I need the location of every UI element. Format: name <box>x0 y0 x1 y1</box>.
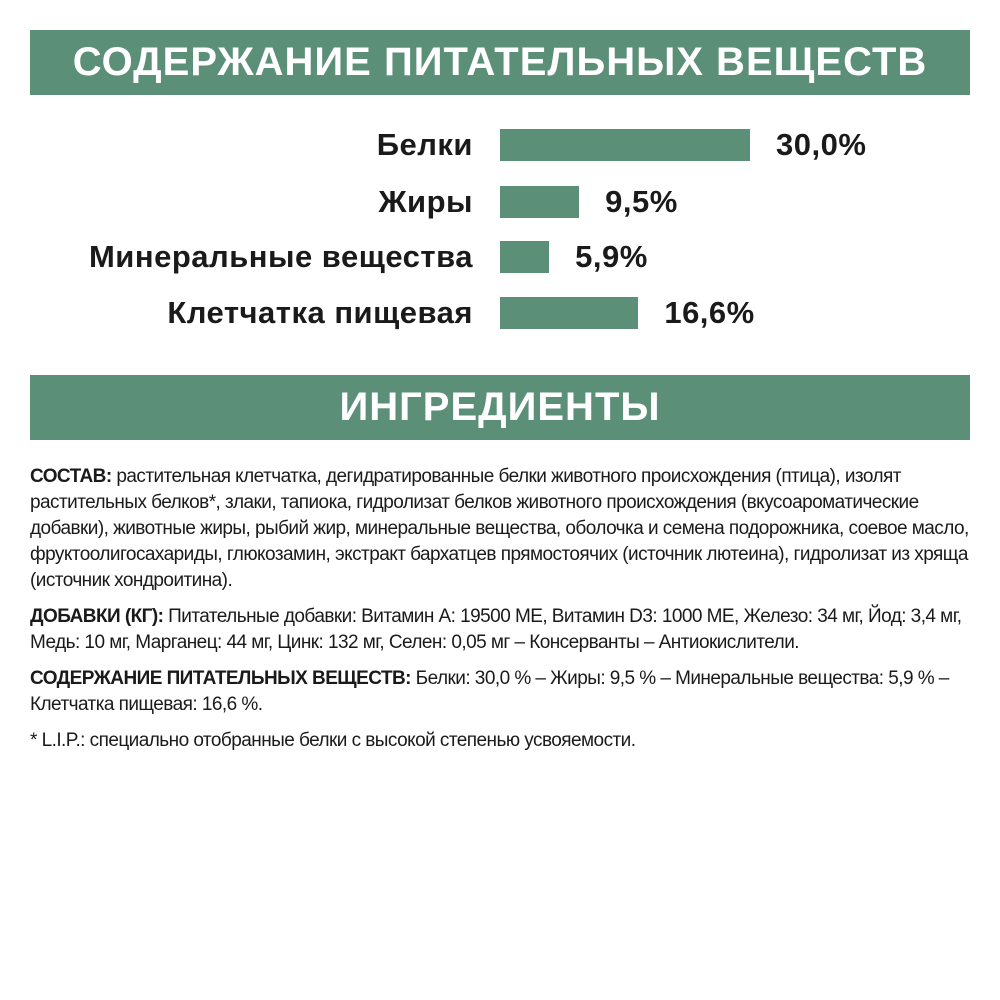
additives-paragraph: ДОБАВКИ (КГ): Питательные добавки: Витам… <box>30 604 975 656</box>
bar <box>500 297 639 329</box>
value-label: 30,0% <box>776 127 867 162</box>
category-label: Минеральные вещества <box>88 239 473 274</box>
ingredients-header: ИНГРЕДИЕНТЫ <box>30 375 970 440</box>
ingredients-text: СОСТАВ: растительная клетчатка, дегидрат… <box>30 464 975 764</box>
category-label: Белки <box>376 127 473 162</box>
category-label: Клетчатка пищевая <box>167 295 473 330</box>
footnote: * L.I.P.: специально отобранные белки с … <box>30 730 636 751</box>
nutrients-text: Белки: 30,0 % – Жиры: 9,5 % – Минеральны… <box>30 668 949 715</box>
value-label: 16,6% <box>664 295 755 330</box>
composition-text: растительная клетчатка, дегидратированны… <box>30 466 969 591</box>
bar <box>500 129 750 161</box>
category-label: Жиры <box>378 184 473 219</box>
chart-row: Белки 30,0% <box>0 125 1000 165</box>
bar <box>500 186 580 218</box>
value-label: 5,9% <box>575 239 648 274</box>
chart-row: Клетчатка пищевая 16,6% <box>0 293 1000 333</box>
composition-paragraph: СОСТАВ: растительная клетчатка, дегидрат… <box>30 464 975 594</box>
additives-label: ДОБАВКИ (КГ): <box>30 606 164 627</box>
additives-text: Питательные добавки: Витамин А: 19500 МЕ… <box>30 606 962 653</box>
composition-label: СОСТАВ: <box>30 466 112 487</box>
chart-row: Минеральные вещества 5,9% <box>0 237 1000 277</box>
nutrients-label: СОДЕРЖАНИЕ ПИТАТЕЛЬНЫХ ВЕЩЕСТВ: <box>30 668 412 689</box>
chart-row: Жиры 9,5% <box>0 182 1000 222</box>
bar <box>500 241 550 273</box>
nutrients-header: СОДЕРЖАНИЕ ПИТАТЕЛЬНЫХ ВЕЩЕСТВ <box>30 30 970 95</box>
value-label: 9,5% <box>605 184 678 219</box>
nutrients-paragraph: СОДЕРЖАНИЕ ПИТАТЕЛЬНЫХ ВЕЩЕСТВ: Белки: 3… <box>30 666 975 718</box>
